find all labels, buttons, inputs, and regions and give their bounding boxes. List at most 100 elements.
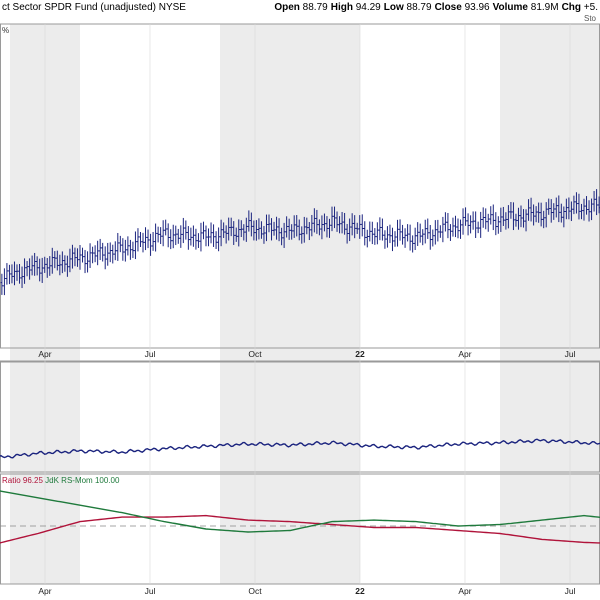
price-bar [25,261,29,277]
price-bar [486,213,490,232]
price-bar [512,202,515,231]
price-bar [169,229,173,250]
price-bar [497,216,500,234]
price-bar [411,235,414,253]
price-bar [507,205,510,229]
price-bar [451,217,455,237]
price-bar [539,202,543,227]
price-bar [547,198,551,215]
price-bar [542,210,545,229]
price-bar [61,251,64,274]
price-bar [234,227,238,242]
price-bar [343,212,346,235]
price-bar [108,242,112,263]
price-bar [164,219,167,236]
price-bar [434,220,437,245]
price-bar [10,264,14,284]
price-bar [179,225,183,248]
price-bar [345,223,349,244]
price-bar [466,213,470,236]
price-bar [585,196,588,215]
price-bar [3,268,6,296]
price-bar [580,203,583,220]
price-bar [149,233,152,256]
quote-low: Low 88.79 [383,2,432,13]
price-bar [575,192,578,214]
price-bar [131,241,135,258]
price-bar [406,224,409,242]
price-bar [121,238,125,261]
price-bar [388,224,392,244]
price-bar [418,223,422,243]
price-bar [50,247,54,274]
price-bar [371,221,374,245]
price-bar [124,239,127,262]
quote-volume: Volume 81.9M [492,2,559,13]
price-bar [557,195,561,223]
price-bar [587,200,591,222]
price-bar [202,221,205,240]
price-bar [282,222,286,248]
brand-fragment: Sto [583,14,596,23]
price-bar [272,221,276,236]
price-bar [320,215,324,240]
year-shade [220,24,360,584]
price-bar [129,239,132,260]
price-bar [58,254,62,276]
price-bar [549,199,553,223]
price-bar [91,246,94,264]
price-bar [292,215,296,238]
x-tick-label-bottom: 22 [355,586,365,596]
price-bar [93,245,97,263]
price-bar [572,195,576,215]
x-tick-label: Oct [248,349,262,359]
price-bar [126,236,130,256]
price-bar [534,206,538,223]
price-bar [182,217,185,244]
price-bar [262,225,266,244]
price-bar [88,243,92,268]
x-tick-label: 22 [355,349,365,359]
price-bar [28,258,31,280]
price-bar [119,235,122,253]
price-bar [459,219,462,239]
price-bar [267,214,271,233]
price-bar [595,189,598,216]
price-bar [441,216,445,243]
price-bar [431,229,435,247]
price-bar [217,227,220,252]
x-tick-label-bottom: Apr [458,586,471,596]
price-bar [101,242,104,262]
price-bar [134,231,137,260]
price-bar [141,232,145,253]
price-bar [192,225,195,247]
price-bar [423,219,427,244]
price-bar [401,224,404,245]
price-bar [237,219,241,247]
price-bar [270,218,273,241]
price-bar [194,228,198,250]
price-bar [295,215,299,237]
price-bar [146,229,150,249]
price-bar [476,221,480,234]
price-bar [560,203,563,223]
price-bar [68,248,72,273]
price-bar [396,219,399,247]
x-tick-label-bottom: Oct [248,586,262,596]
ohlc-readout: Open 88.79 High 94.29 Low 88.79 Close 93.96… [271,2,598,13]
price-bar [86,251,89,273]
price-bar [340,211,344,234]
price-bar [116,232,120,261]
price-bar [439,225,442,238]
price-bar [592,190,596,212]
price-bar [187,226,190,250]
price-bar [245,217,248,242]
price-bar [318,219,321,236]
x-tick-label-bottom: Jul [565,586,576,596]
price-bar [517,207,520,230]
price-bar [144,227,147,251]
price-bar [363,221,367,246]
x-tick-label-bottom: Jul [145,586,156,596]
price-bar [78,244,82,270]
